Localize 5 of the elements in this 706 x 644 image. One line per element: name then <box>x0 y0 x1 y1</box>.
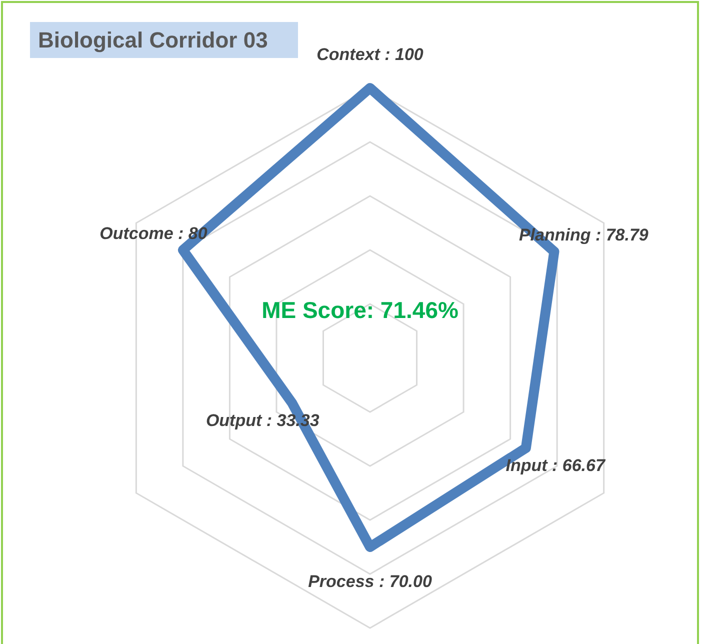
text: ME Score: 71.46% <box>262 297 458 324</box>
spoke-label: Context : 100 <box>316 44 424 64</box>
spoke-label: Process : 70.00 <box>308 572 432 591</box>
chart-title: Biological Corridor 03 <box>38 28 268 53</box>
spoke-label: Input : 66.67 <box>506 456 606 475</box>
